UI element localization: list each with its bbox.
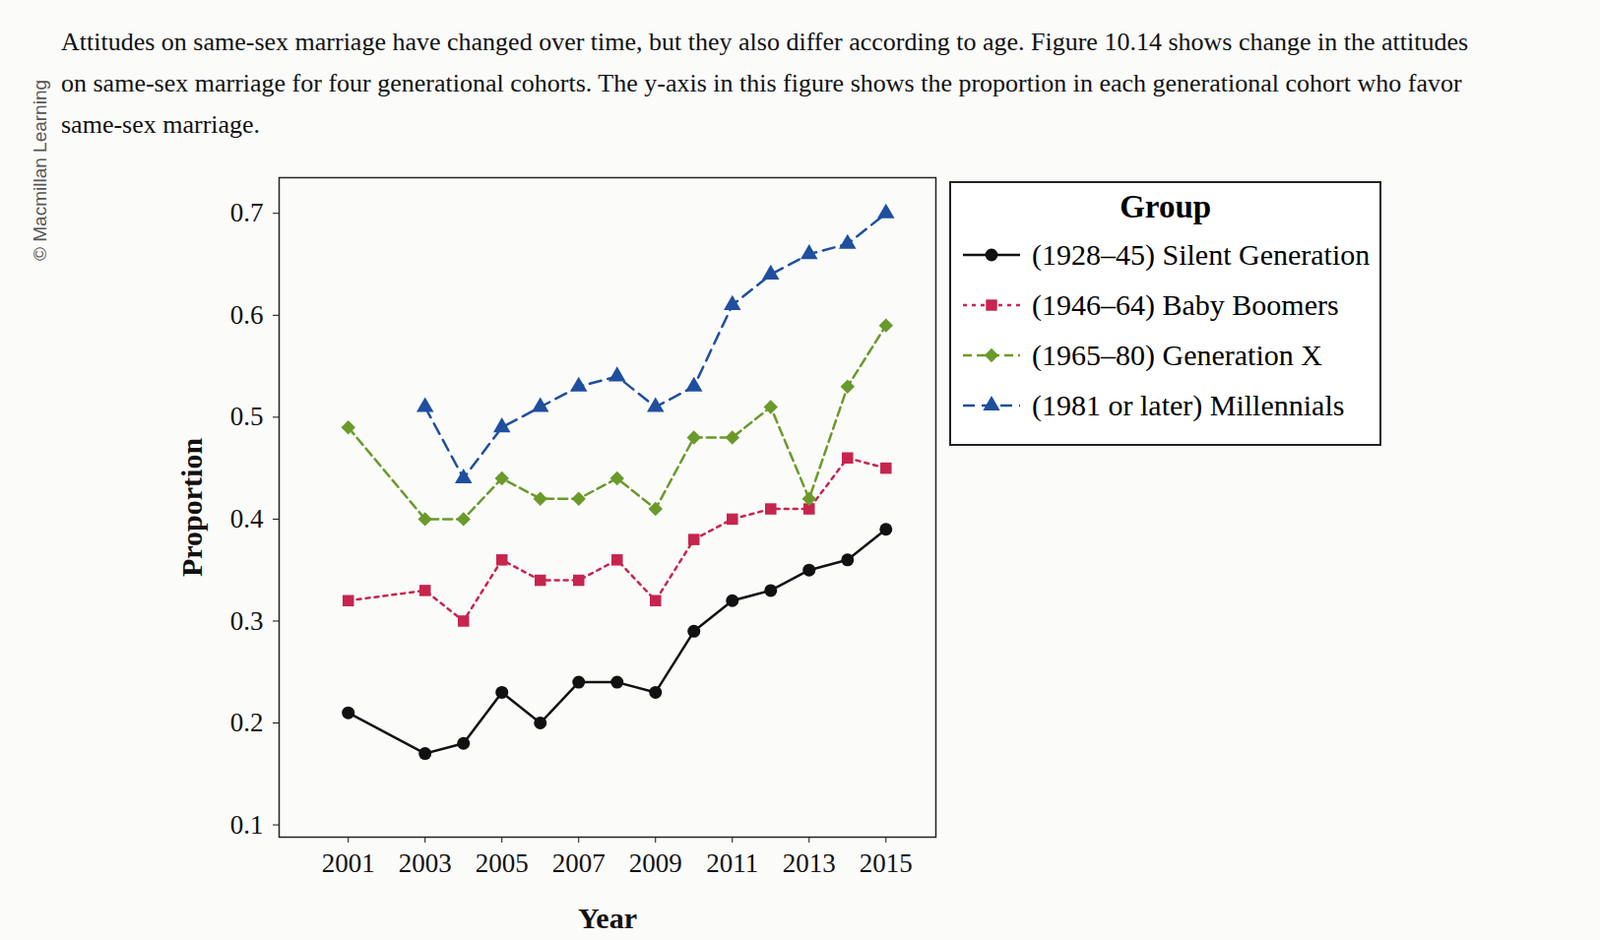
svg-text:2015: 2015 [859,848,913,879]
html-text:(1965–80) Generation X: (1965–80) Generation X [1031,338,1323,371]
svg-text:2009: 2009 [629,848,683,879]
svg-text:2013: 2013 [782,848,836,879]
html-text:(1946–64) Baby Boomers: (1946–64) Baby Boomers [1031,288,1339,321]
html-text:(1928–45) Silent Generation: (1928–45) Silent Generation [1031,237,1370,271]
svg-text:2001: 2001 [321,848,376,879]
svg-text:Year: Year [577,901,638,935]
svg-text:0.3: 0.3 [230,606,264,637]
svg-text:0.6: 0.6 [230,300,264,330]
svg-text:0.5: 0.5 [230,401,264,432]
svg-text:0.1: 0.1 [230,810,264,840]
svg-text:2011: 2011 [705,848,759,879]
svg-text:Proportion: Proportion [175,438,208,577]
html-text:Group: Group [1119,189,1212,225]
svg-text:0.4: 0.4 [230,504,264,534]
html-text:(1981 or later) Millennials: (1981 or later) Millennials [1031,388,1345,421]
svg-text:2003: 2003 [398,848,452,879]
svg-text:2005: 2005 [475,848,529,879]
svg-text:0.2: 0.2 [230,707,264,738]
html-text:Attitudes on same-sex marriage: Attitudes on same-sex marriage have chan… [61,27,1469,139]
html-text:© Macmillan Learning: © Macmillan Learning [29,79,51,261]
svg-text:0.7: 0.7 [230,197,264,228]
svg-text:2007: 2007 [552,848,606,879]
